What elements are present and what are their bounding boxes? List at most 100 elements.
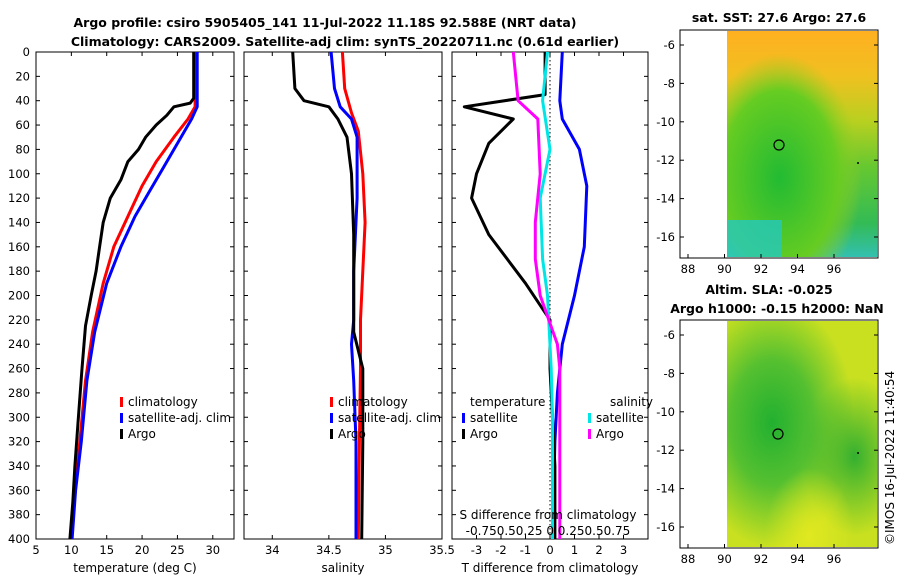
legend-title-salinity: salinity xyxy=(610,395,653,409)
map-xtick-label: 90 xyxy=(717,552,732,566)
sst-argo-marker xyxy=(773,139,785,151)
imos-watermark: ©IMOS 16-Jul-2022 11:40:54 xyxy=(883,371,897,545)
xtick-label: -3 xyxy=(471,543,482,557)
salinity-panel: 34 34.5 35 35.5 salinity climatology satell… xyxy=(243,51,455,575)
xtick-label: 35.5 xyxy=(429,543,455,557)
depth-tick-label: 160 xyxy=(8,240,30,254)
sla-map-title-1: Altim. SLA: -0.025 xyxy=(705,282,832,297)
xtick-label: 0 xyxy=(546,543,553,557)
sst-map-title: sat. SST: 27.6 Argo: 27.6 xyxy=(692,10,867,25)
depth-tick-label: 180 xyxy=(8,264,30,278)
map-xtick-label: 92 xyxy=(754,262,769,276)
depth-tick-label: 320 xyxy=(8,435,30,449)
map-ytick-label: -12 xyxy=(656,443,675,457)
map-xtick-label: 90 xyxy=(717,262,732,276)
depth-tick-label: 60 xyxy=(15,118,30,132)
legend-title-temperature: temperature xyxy=(470,395,545,409)
temperature-panel: 0 20 40 60 80 100 120 140 160 180 200 220 240 260 280 3… xyxy=(8,45,235,575)
series-line-t-satellite xyxy=(551,51,589,540)
xtick-label: 35 xyxy=(378,543,393,557)
depth-tick-label: 280 xyxy=(8,386,30,400)
xtick-label: 20 xyxy=(135,543,150,557)
xtick-label: -2 xyxy=(495,543,506,557)
depth-tick-label: 20 xyxy=(15,69,30,83)
sla-map-title-2: Argo h1000: -0.15 h2000: NaN xyxy=(670,301,884,316)
difference-xlabel-s: S difference from climatology xyxy=(460,508,637,522)
legend-t-satellite: satellite xyxy=(470,411,518,425)
depth-tick-label: 220 xyxy=(8,313,30,327)
series-line-climatology xyxy=(340,51,367,540)
xtick-label: 25 xyxy=(170,543,185,557)
legend-satellite-clim-s: satellite-adj. clim xyxy=(338,411,441,425)
xtick-label: 10 xyxy=(64,543,79,557)
xtick-label: 30 xyxy=(205,543,220,557)
xtick-label: -1 xyxy=(520,543,531,557)
map-ytick-label: -10 xyxy=(656,405,675,419)
map-xtick-label: 96 xyxy=(827,552,842,566)
depth-tick-label: 40 xyxy=(15,94,30,108)
map-xtick-label: 96 xyxy=(827,262,842,276)
xtick-label: 5 xyxy=(32,543,39,557)
series-line-argo xyxy=(68,52,196,540)
map-ytick-label: -8 xyxy=(664,76,675,90)
sla-argo-marker xyxy=(772,428,784,440)
difference-s-ticks: -0.750.50.25 0 0.250.50.75 xyxy=(466,524,631,538)
title-line-1: Argo profile: csiro 5905405_141 11-Jul-2… xyxy=(73,15,576,31)
map-ytick-label: -14 xyxy=(656,192,675,206)
depth-tick-label: 0 xyxy=(23,45,30,59)
map-xtick-label: 88 xyxy=(681,262,696,276)
depth-tick-label: 100 xyxy=(8,167,30,181)
xtick-label: 3 xyxy=(620,543,627,557)
map-ytick-label: -8 xyxy=(664,366,675,380)
temperature-plot-frame xyxy=(35,51,235,540)
difference-legend: temperature salinity satellite Argo sate… xyxy=(462,395,653,441)
temperature-legend: climatology satellite-adj. clim Argo xyxy=(120,395,231,441)
depth-tick-label: 260 xyxy=(8,362,30,376)
depth-tick-label: 380 xyxy=(8,508,30,522)
series-line-s-argo xyxy=(511,51,562,539)
legend-climatology: climatology xyxy=(128,395,198,409)
salinity-xlabel: salinity xyxy=(321,561,364,575)
legend-climatology-s: climatology xyxy=(338,395,408,409)
legend-s-satellite: satellite xyxy=(596,411,644,425)
map-xtick-label: 94 xyxy=(790,262,805,276)
xtick-label: 15 xyxy=(99,543,114,557)
difference-panel: -3 -2 -1 0 1 2 3 T difference from climatology… xyxy=(451,51,653,575)
temperature-xlabel: temperature (deg C) xyxy=(73,561,196,575)
map-xtick-label: 94 xyxy=(790,552,805,566)
title-line-2: Climatology: CARS2009. Satellite-adj cli… xyxy=(71,34,619,50)
map-ytick-label: -14 xyxy=(656,482,675,496)
xtick-label: 1 xyxy=(571,543,578,557)
map-ytick-label: -12 xyxy=(656,153,675,167)
map-ytick-label: -10 xyxy=(656,115,675,129)
legend-argo: Argo xyxy=(128,427,156,441)
depth-tick-label: 240 xyxy=(8,337,30,351)
xtick-label: 34 xyxy=(265,543,280,557)
legend-t-argo: Argo xyxy=(470,427,498,441)
map-xtick-label: 88 xyxy=(681,552,696,566)
legend-argo-s: Argo xyxy=(338,427,366,441)
series-line-satellite-adj-clim xyxy=(70,52,199,540)
depth-tick-label: 80 xyxy=(15,142,30,156)
map-ytick-label: -16 xyxy=(656,230,675,244)
depth-tick-label: 300 xyxy=(8,410,30,424)
map-ytick-label: -6 xyxy=(664,328,675,342)
depth-tick-label: 360 xyxy=(8,483,30,497)
depth-tick-label: 140 xyxy=(8,215,30,229)
depth-tick-label: 200 xyxy=(8,289,30,303)
series-line-s-satellite xyxy=(538,51,554,539)
difference-xlabel-t: T difference from climatology xyxy=(461,561,639,575)
map-ytick-label: -16 xyxy=(656,520,675,534)
depth-tick-label: 400 xyxy=(8,532,30,546)
salinity-plot-frame xyxy=(243,51,443,540)
xtick-label: 34.5 xyxy=(316,543,342,557)
legend-satellite-clim: satellite-adj. clim xyxy=(128,411,231,425)
legend-s-argo: Argo xyxy=(596,427,624,441)
sst-map-panel: sat. SST: 27.6 Argo: 27.6 xyxy=(656,10,879,276)
series-line-satellite-adj-clim xyxy=(329,51,359,539)
depth-tick-label: 340 xyxy=(8,459,30,473)
xtick-label: 2 xyxy=(595,543,602,557)
map-ytick-label: -6 xyxy=(664,38,675,52)
depth-tick-label: 120 xyxy=(8,191,30,205)
